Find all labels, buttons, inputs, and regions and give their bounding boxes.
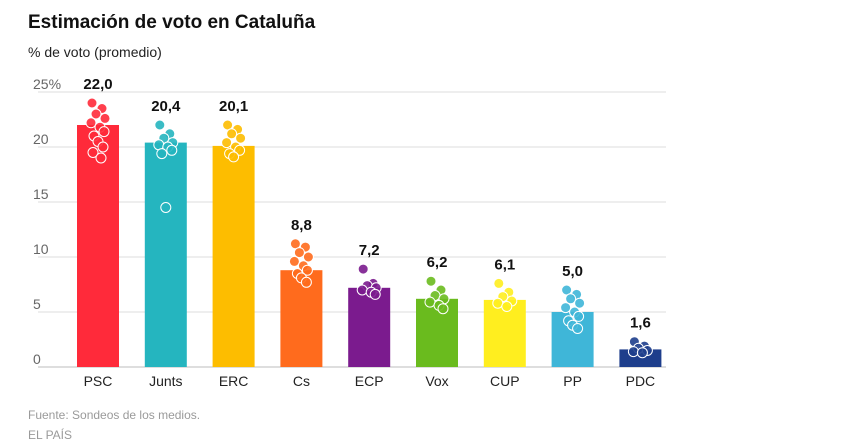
poll-point [97, 141, 109, 153]
x-category-label: CUP [490, 373, 520, 389]
poll-point [493, 277, 505, 289]
poll-point [369, 288, 381, 300]
poll-point [574, 297, 586, 309]
bar [77, 125, 119, 367]
bar-value-label: 20,4 [151, 98, 181, 115]
bar-value-label: 6,2 [427, 254, 448, 271]
poll-point [228, 151, 240, 163]
poll-point [437, 303, 449, 315]
poll-point [226, 128, 238, 140]
bar-value-label: 5,0 [562, 263, 583, 280]
bar-value-label: 8,8 [291, 217, 312, 234]
bar-value-label: 1,6 [630, 315, 651, 332]
x-category-label: Cs [293, 373, 310, 389]
poll-point [160, 202, 172, 213]
poll-point [356, 284, 368, 296]
poll-point [301, 264, 313, 276]
poll-point [572, 323, 584, 334]
bar [212, 145, 255, 367]
poll-point [424, 296, 436, 308]
poll-point [288, 255, 300, 267]
poll-point [98, 126, 110, 138]
x-category-label: Junts [149, 373, 182, 389]
poll-point [95, 152, 107, 164]
poll-point [501, 301, 513, 312]
y-tick-label: 10 [33, 241, 49, 257]
y-tick-label: 15 [33, 186, 49, 202]
poll-point [302, 251, 314, 263]
poll-point [221, 137, 233, 149]
poll-point [492, 297, 504, 309]
poll-point [293, 247, 305, 259]
x-category-label: PP [563, 373, 582, 389]
poll-point [357, 263, 369, 275]
poll-point [561, 284, 573, 296]
y-tick-label: 25% [33, 76, 61, 92]
poll-point [85, 117, 97, 129]
bar [348, 287, 391, 367]
poll-point [627, 346, 639, 358]
x-category-label: ECP [355, 373, 384, 389]
x-category-label: ERC [219, 373, 249, 389]
y-tick-label: 0 [33, 351, 41, 367]
poll-point [86, 97, 98, 109]
poll-point [289, 238, 301, 250]
x-category-label: PSC [84, 373, 113, 389]
poll-point [560, 302, 572, 314]
chart-subtitle: % de voto (promedio) [28, 44, 162, 60]
poll-point [222, 119, 234, 131]
poll-point [300, 276, 312, 288]
x-category-label: Vox [425, 373, 448, 389]
y-tick-label: 5 [33, 296, 41, 312]
chart-title: Estimación de voto en Cataluña [28, 12, 316, 33]
bar-value-label: 22,0 [83, 76, 112, 93]
poll-point [87, 147, 99, 158]
poll-point [573, 310, 585, 322]
y-tick-label: 20 [33, 131, 49, 147]
bar-value-label: 7,2 [359, 242, 380, 259]
bar-value-label: 20,1 [219, 98, 248, 115]
poll-point [636, 347, 648, 359]
bar-value-label: 6,1 [494, 256, 515, 273]
poll-point [154, 119, 166, 131]
bar [280, 270, 323, 367]
poll-point [565, 293, 577, 305]
poll-point [235, 132, 247, 144]
poll-point [156, 148, 168, 160]
x-category-label: PDC [626, 373, 656, 389]
poll-point [425, 275, 437, 287]
publisher-credit: EL PAÍS [28, 428, 73, 442]
poll-point [90, 108, 102, 120]
source-note: Fuente: Sondeos de los medios. [28, 408, 201, 422]
bar [144, 142, 187, 367]
poll-point [166, 144, 178, 156]
poll-point [99, 112, 111, 124]
